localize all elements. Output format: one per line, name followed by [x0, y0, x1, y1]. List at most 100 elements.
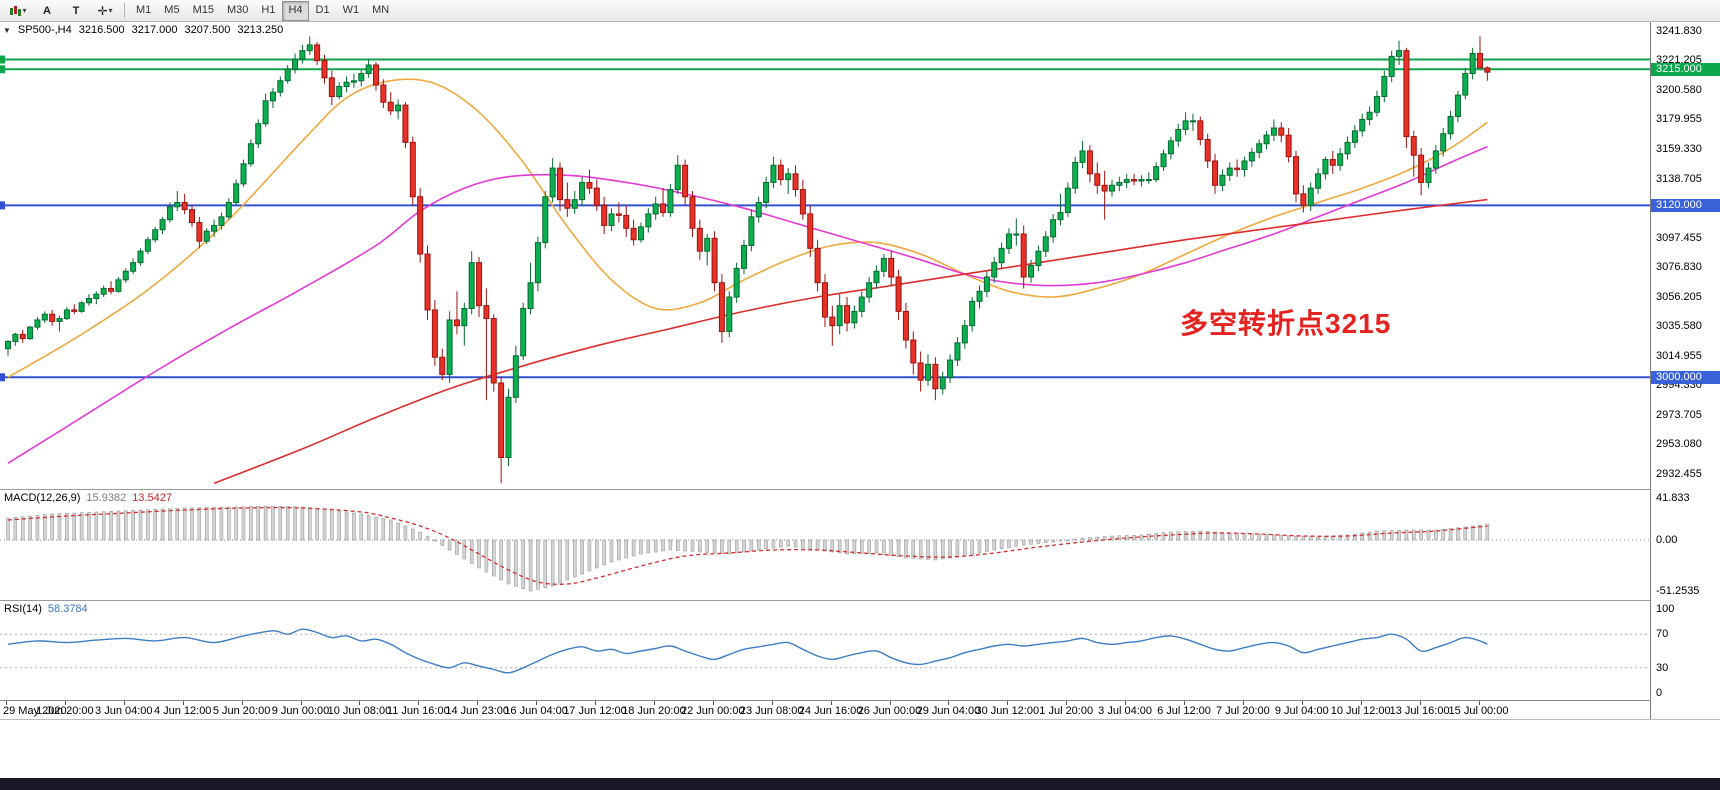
- macd-histogram-bar: [985, 539, 989, 552]
- candle-body: [225, 201, 232, 218]
- time-axis-label: 22 Jun 00:00: [680, 705, 745, 717]
- candle-body: [1396, 50, 1403, 57]
- candle-body: [292, 58, 299, 70]
- time-axis-tick: [889, 701, 891, 705]
- macd-histogram-bar: [388, 519, 393, 541]
- macd-histogram-bar: [1345, 534, 1350, 541]
- chart-type-button[interactable]: ▾: [4, 1, 32, 21]
- macd-histogram-bar: [204, 507, 209, 541]
- candle-body: [947, 359, 954, 378]
- candle-body: [63, 309, 70, 320]
- macd-histogram-bar: [315, 508, 319, 541]
- panel-divider[interactable]: [0, 489, 1720, 490]
- candle-body: [1315, 173, 1322, 189]
- panel-divider[interactable]: [0, 600, 1720, 601]
- candle-body: [821, 282, 828, 318]
- candle-body: [1418, 154, 1425, 183]
- macd-histogram-bar: [109, 511, 113, 541]
- price-tag-3215.000: 3215.000: [1651, 62, 1720, 76]
- candle-body: [645, 213, 652, 228]
- macd-histogram-bar: [521, 539, 525, 589]
- macd-histogram-bar: [1117, 535, 1122, 541]
- candle-body: [991, 262, 998, 278]
- candle-body: [71, 309, 78, 312]
- crosshair-tool-button[interactable]: ✛ ▾: [91, 1, 119, 21]
- macd-histogram-bar: [624, 539, 628, 559]
- candle-body: [1064, 187, 1071, 214]
- candle-body: [1278, 127, 1285, 136]
- timeframe-button-M1[interactable]: M1: [136, 3, 152, 16]
- candle-body: [269, 91, 276, 102]
- timeframe-button-M5[interactable]: M5: [164, 3, 180, 16]
- macd-histogram-bar: [1154, 533, 1158, 541]
- symbol-period-label: SP500-,H4: [17, 24, 72, 36]
- candle-body: [100, 287, 107, 295]
- timeframe-button-MN[interactable]: MN: [372, 3, 390, 16]
- candle-body: [453, 319, 460, 327]
- main-chart-panel[interactable]: ▼ SP500-,H4 3216.500 3217.000 3207.500 3…: [0, 22, 1650, 489]
- candle-body: [1028, 265, 1035, 278]
- price-axis-label: 3200.580: [1656, 83, 1702, 96]
- candle-body: [218, 216, 225, 226]
- timeframe-button-D1[interactable]: D1: [315, 3, 330, 16]
- price-axis-label: 3159.330: [1656, 143, 1702, 156]
- macd-canvas[interactable]: [0, 490, 1650, 600]
- time-axis-label: 29 Jun 04:00: [916, 705, 981, 717]
- macd-histogram-bar: [1434, 529, 1438, 541]
- candle-body: [1469, 53, 1476, 75]
- price-tag-3000.000: 3000.000: [1651, 370, 1720, 384]
- timeframe-button-H4[interactable]: H4: [282, 0, 309, 21]
- candle-body: [1138, 179, 1145, 182]
- timeframe-button-M15[interactable]: M15: [192, 3, 214, 16]
- rsi-panel[interactable]: RSI(14) 58.3784: [0, 601, 1650, 700]
- time-axis-tick: [1184, 701, 1185, 705]
- text-label-tool-button[interactable]: A: [43, 4, 51, 17]
- candle-body: [446, 319, 453, 375]
- macd-panel[interactable]: MACD(12,26,9) 15.9382 13.5427: [0, 490, 1650, 600]
- macd-histogram-bar: [727, 539, 732, 555]
- candle-body: [19, 333, 26, 340]
- candle-body: [895, 276, 902, 312]
- candle-body: [836, 305, 843, 327]
- macd-histogram-bar: [639, 539, 643, 555]
- macd-histogram-bar: [1169, 531, 1173, 541]
- timeframe-button-W1[interactable]: W1: [342, 3, 360, 16]
- macd-histogram-bar: [146, 509, 150, 541]
- macd-histogram-bar: [153, 509, 157, 541]
- candle-body: [108, 287, 115, 292]
- macd-histogram-bar: [837, 539, 842, 554]
- candle-body: [49, 313, 56, 322]
- macd-histogram-bar: [256, 506, 260, 541]
- candle-body: [1086, 150, 1093, 175]
- candle-body: [623, 214, 630, 229]
- candle-body: [792, 173, 799, 191]
- macd-histogram-bar: [948, 539, 952, 559]
- macd-histogram-bar: [366, 515, 371, 541]
- timeframe-button-H1[interactable]: H1: [261, 3, 276, 16]
- price-axis[interactable]: 3241.830 3221.205 3200.580 3179.955 3159.330…: [1650, 22, 1720, 719]
- candle-body: [961, 325, 968, 344]
- time-axis-tick: [595, 701, 596, 705]
- candle-body: [1182, 120, 1189, 130]
- candle-body: [748, 216, 755, 246]
- macd-histogram-bar: [1073, 538, 1077, 541]
- text-tool-button[interactable]: T: [72, 4, 80, 17]
- macd-histogram-bar: [1463, 526, 1468, 541]
- candlestick-chart-canvas[interactable]: [0, 22, 1650, 489]
- macd-histogram-bar: [874, 539, 879, 554]
- macd-histogram-bar: [168, 508, 172, 541]
- candle-body: [395, 104, 402, 112]
- time-axis-tick: [182, 701, 184, 705]
- candle-body: [350, 80, 357, 83]
- candle-body: [1035, 250, 1042, 267]
- time-axis-label: 16 Jun 04:00: [504, 705, 568, 717]
- time-axis[interactable]: 29 May 2020 1 Jun 20:00 3 Jun 04:00 4 Jun 1…: [0, 701, 1720, 719]
- candle-body: [476, 262, 483, 307]
- candle-body: [542, 196, 549, 244]
- macd-histogram-bar: [160, 508, 165, 541]
- macd-histogram-bar: [293, 506, 297, 541]
- candle-body: [189, 209, 195, 224]
- rsi-canvas[interactable]: [0, 601, 1650, 700]
- timeframe-button-M30[interactable]: M30: [226, 3, 249, 16]
